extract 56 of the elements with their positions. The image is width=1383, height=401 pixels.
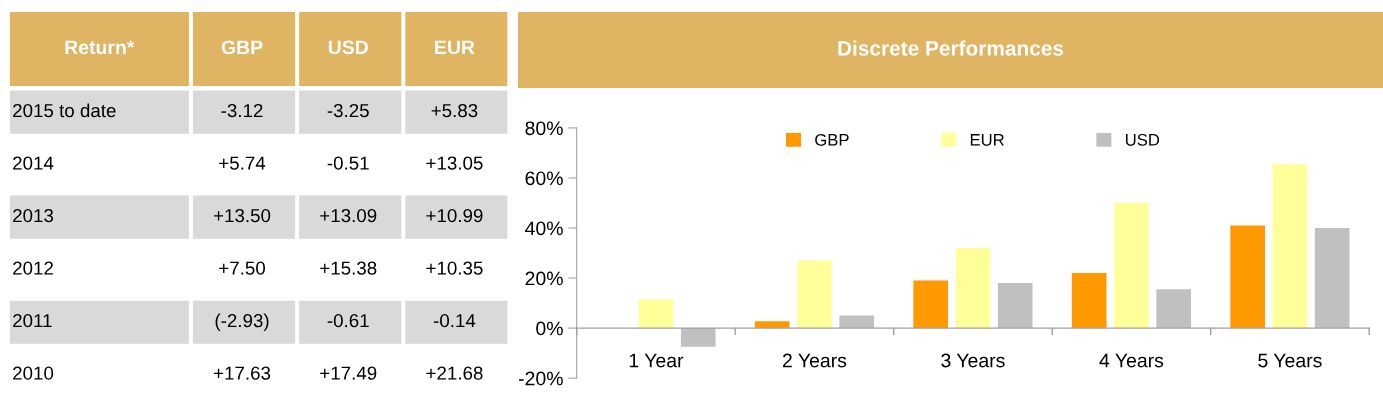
bar [913, 280, 948, 329]
y-tick-label: -20% [518, 371, 563, 386]
data-label: +7.50 [219, 261, 266, 275]
y-tick-label: 40% [525, 221, 563, 236]
data-label: +17.63 [214, 366, 271, 380]
bar [1314, 228, 1350, 329]
data-label: +10.99 [426, 208, 483, 223]
data-label: -0.14 [433, 313, 476, 328]
y-tick-label: 2013 [13, 208, 54, 223]
data-label: +10.35 [426, 261, 483, 275]
x-tick-label: EUR [435, 40, 475, 55]
bar [797, 260, 832, 329]
chart-title: Discrete Performances [838, 40, 1064, 56]
bar [680, 328, 716, 347]
y-tick-label: 2012 [13, 261, 53, 275]
data-label: -3.25 [327, 103, 369, 118]
y-tick-label: 20% [525, 271, 563, 286]
bar [955, 248, 991, 329]
bar [1272, 164, 1308, 329]
x-tick-label: 1 Year [629, 353, 684, 368]
legend-label: GBP [815, 133, 849, 146]
x-tick-label: GBP [221, 40, 263, 55]
y-tick-label: 2010 [13, 366, 54, 380]
data-label: -3.12 [221, 103, 263, 118]
x-tick-label: USD [328, 40, 368, 55]
legend-label: USD [1125, 133, 1160, 146]
bar [1071, 273, 1107, 329]
bar [1156, 289, 1192, 329]
data-label: +13.09 [320, 208, 377, 223]
y-tick-label: 0% [536, 321, 563, 336]
data-label: +15.38 [320, 261, 377, 275]
bar [638, 299, 674, 329]
x-tick-label: 2 Years [782, 353, 847, 368]
y-tick-label: 2015 to date [13, 103, 116, 118]
data-label: (-2.93) [215, 313, 269, 331]
bar [997, 283, 1033, 329]
x-tick-label: 3 Years [941, 353, 1005, 368]
data-label: +5.74 [219, 156, 266, 170]
data-label: +17.49 [320, 366, 377, 380]
bar [1230, 225, 1265, 329]
y-tick-label: 80% [525, 121, 563, 136]
data-label: +13.50 [214, 208, 271, 223]
data-label: +21.68 [426, 366, 483, 380]
data-label: +5.83 [431, 103, 478, 118]
chart-title: Return* [65, 40, 135, 55]
data-label: -0.51 [327, 156, 369, 170]
data-label: +13.05 [426, 156, 483, 170]
x-tick-label: 4 Years [1099, 353, 1164, 368]
bar [754, 321, 790, 329]
legend-label: EUR [970, 134, 1004, 146]
bar [1114, 202, 1149, 329]
y-tick-label: 2011 [13, 313, 52, 328]
data-label: -0.61 [327, 313, 369, 328]
y-tick-label: 60% [525, 171, 563, 186]
x-tick-label: 5 Years [1258, 353, 1322, 368]
y-tick-label: 2014 [13, 156, 54, 170]
